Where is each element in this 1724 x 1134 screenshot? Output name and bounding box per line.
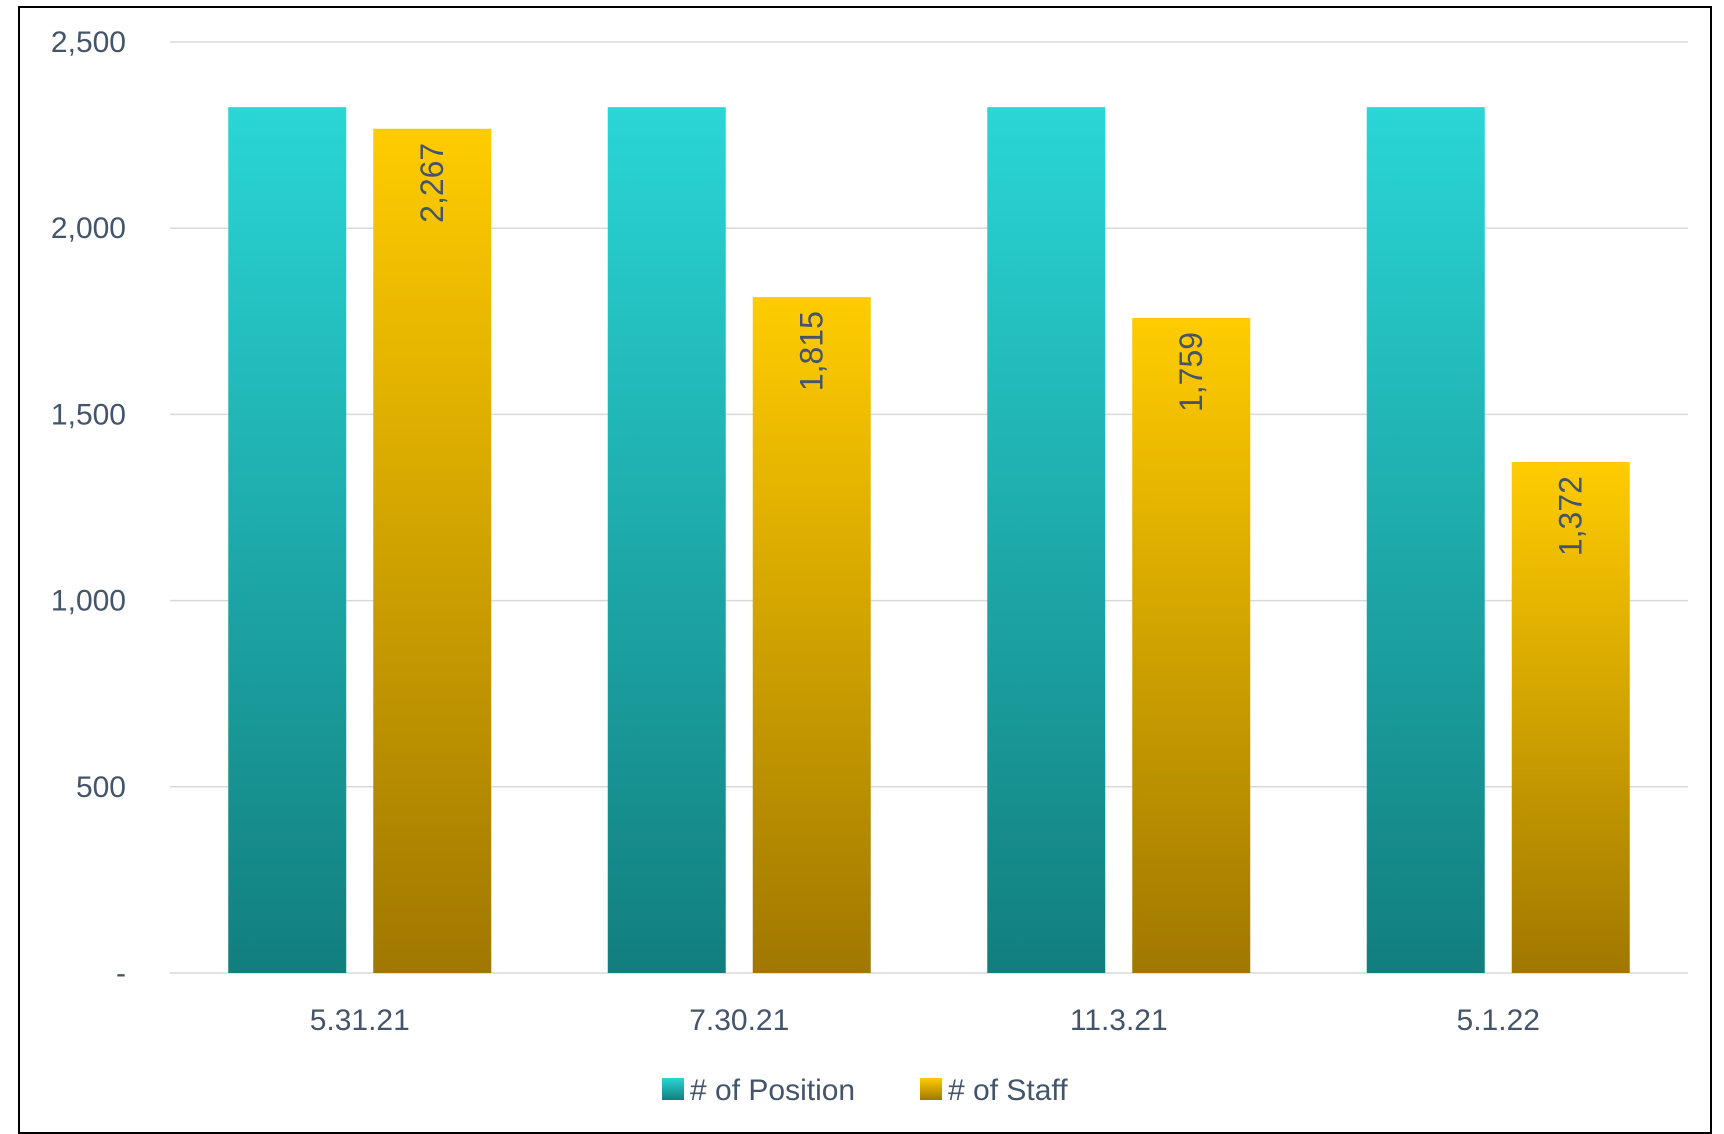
x-tick-label: 11.3.21 bbox=[1070, 1004, 1168, 1037]
bar-position-3 bbox=[1366, 107, 1485, 974]
data-label: 2,267 bbox=[414, 143, 450, 223]
legend: # of Position # of Staff bbox=[662, 1074, 1068, 1107]
y-tick-label: 500 bbox=[76, 771, 126, 804]
x-axis-tick-labels: 5.31.21 7.30.21 11.3.21 5.1.22 bbox=[310, 1004, 1540, 1037]
x-tick-label: 5.31.21 bbox=[310, 1004, 410, 1037]
y-tick-label: - bbox=[116, 957, 126, 990]
data-label: 1,815 bbox=[794, 311, 830, 391]
x-tick-label: 5.1.22 bbox=[1457, 1004, 1540, 1037]
y-tick-label: 2,500 bbox=[51, 26, 126, 59]
bar-staff-2 bbox=[1132, 317, 1251, 974]
y-axis-tick-labels: - 500 1,000 1,500 2,000 2,500 bbox=[51, 26, 126, 990]
data-label: 1,372 bbox=[1553, 476, 1589, 556]
legend-label: # of Position bbox=[690, 1074, 855, 1107]
legend-item: # of Position bbox=[662, 1074, 855, 1107]
bar-staff-3 bbox=[1511, 462, 1630, 973]
y-tick-label: 2,000 bbox=[51, 212, 126, 245]
data-label: 1,759 bbox=[1173, 332, 1209, 412]
y-tick-label: 1,500 bbox=[51, 398, 126, 431]
bar-position-1 bbox=[607, 107, 726, 974]
data-labels: 2,267 1,815 1,759 1,372 bbox=[414, 143, 1589, 556]
bar-position-2 bbox=[987, 107, 1106, 974]
bar-position-0 bbox=[228, 107, 347, 974]
bars bbox=[228, 107, 1630, 974]
legend-swatch bbox=[662, 1078, 684, 1100]
y-tick-label: 1,000 bbox=[51, 585, 126, 618]
bar-staff-0 bbox=[373, 128, 492, 974]
legend-item: # of Staff bbox=[920, 1074, 1068, 1107]
x-tick-label: 7.30.21 bbox=[689, 1004, 789, 1037]
legend-swatch bbox=[920, 1078, 942, 1100]
legend-label: # of Staff bbox=[948, 1074, 1068, 1107]
bar-staff-1 bbox=[752, 297, 871, 973]
